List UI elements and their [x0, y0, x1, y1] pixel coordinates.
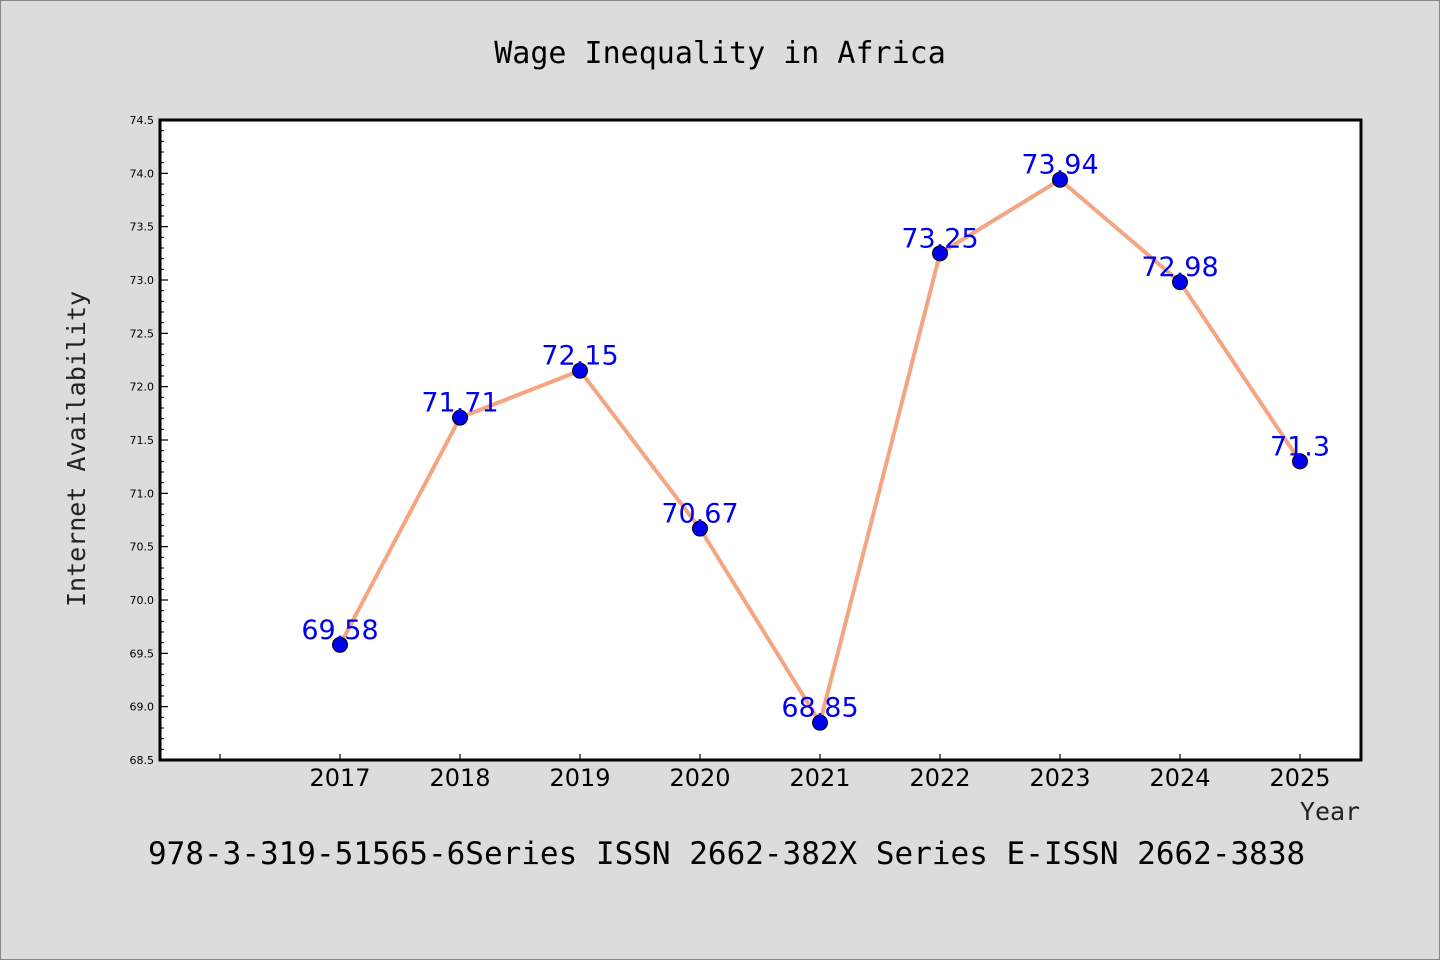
data-label: 70.67: [661, 499, 738, 530]
data-point: [452, 409, 468, 426]
y-tick-label: 71.0: [130, 487, 155, 500]
x-tick-label: 2024: [1149, 764, 1210, 792]
data-label: 71.3: [1270, 431, 1330, 462]
y-tick-label: 70.0: [130, 594, 155, 607]
y-tick-label: 70.5: [130, 541, 155, 554]
x-tick-label: 2023: [1029, 764, 1090, 792]
isbn-footer: 978-3-319-51565-6Series ISSN 2662-382X S…: [148, 836, 1305, 872]
data-label: 73.94: [1021, 150, 1098, 181]
y-tick-label: 74.0: [130, 167, 155, 180]
data-point: [572, 362, 588, 379]
x-tick-label: 2022: [909, 764, 970, 792]
data-label: 68.85: [781, 693, 858, 724]
x-tick-label: 2020: [669, 764, 730, 792]
data-point: [932, 245, 948, 262]
y-axis-ticks: 68.5 69.0 69.5 70.0 70.5 71.0 71.5 72.0 72.5 73.0…: [130, 114, 168, 767]
x-tick-label: 2021: [789, 764, 850, 792]
data-label: 73.25: [901, 223, 978, 254]
x-tick-label: 2017: [309, 764, 370, 792]
data-point: [1292, 453, 1308, 470]
data-point: [692, 520, 708, 537]
series-markers: [332, 171, 1308, 731]
y-tick-label: 73.5: [130, 221, 155, 234]
data-label: 71.71: [421, 388, 498, 419]
data-point: [812, 714, 828, 731]
data-label: 72.15: [541, 341, 618, 372]
y-tick-label: 68.5: [130, 754, 155, 767]
x-tick-label: 2025: [1269, 764, 1330, 792]
data-point: [332, 636, 348, 653]
y-tick-label: 69.0: [130, 701, 155, 714]
y-tick-label: 69.5: [130, 647, 155, 660]
y-axis-label: Internet Availability: [62, 291, 91, 607]
chart-title: Wage Inequality in Africa: [494, 36, 946, 71]
y-tick-label: 73.0: [130, 274, 155, 287]
y-tick-label: 71.5: [130, 434, 155, 447]
y-tick-label: 74.5: [130, 114, 155, 127]
y-tick-label: 72.0: [130, 381, 155, 394]
data-point: [1172, 274, 1188, 291]
x-tick-label: 2019: [549, 764, 610, 792]
data-point: [1052, 171, 1068, 188]
y-tick-label: 72.5: [130, 327, 155, 340]
plot-area: [160, 120, 1361, 760]
x-axis-ticks: 2017 2018 2019 2020 2021 2022 2023 2024 2025: [219, 754, 1331, 792]
x-tick-label: 2018: [429, 764, 490, 792]
data-label: 72.98: [1141, 252, 1218, 283]
plot-frame: [158, 118, 1363, 762]
data-labels: 69.58 71.71 72.15 70.67 68.85 73.25 73.94 72.98…: [301, 150, 1330, 724]
data-label: 69.58: [301, 615, 378, 646]
x-axis-label: Year: [1300, 797, 1360, 826]
